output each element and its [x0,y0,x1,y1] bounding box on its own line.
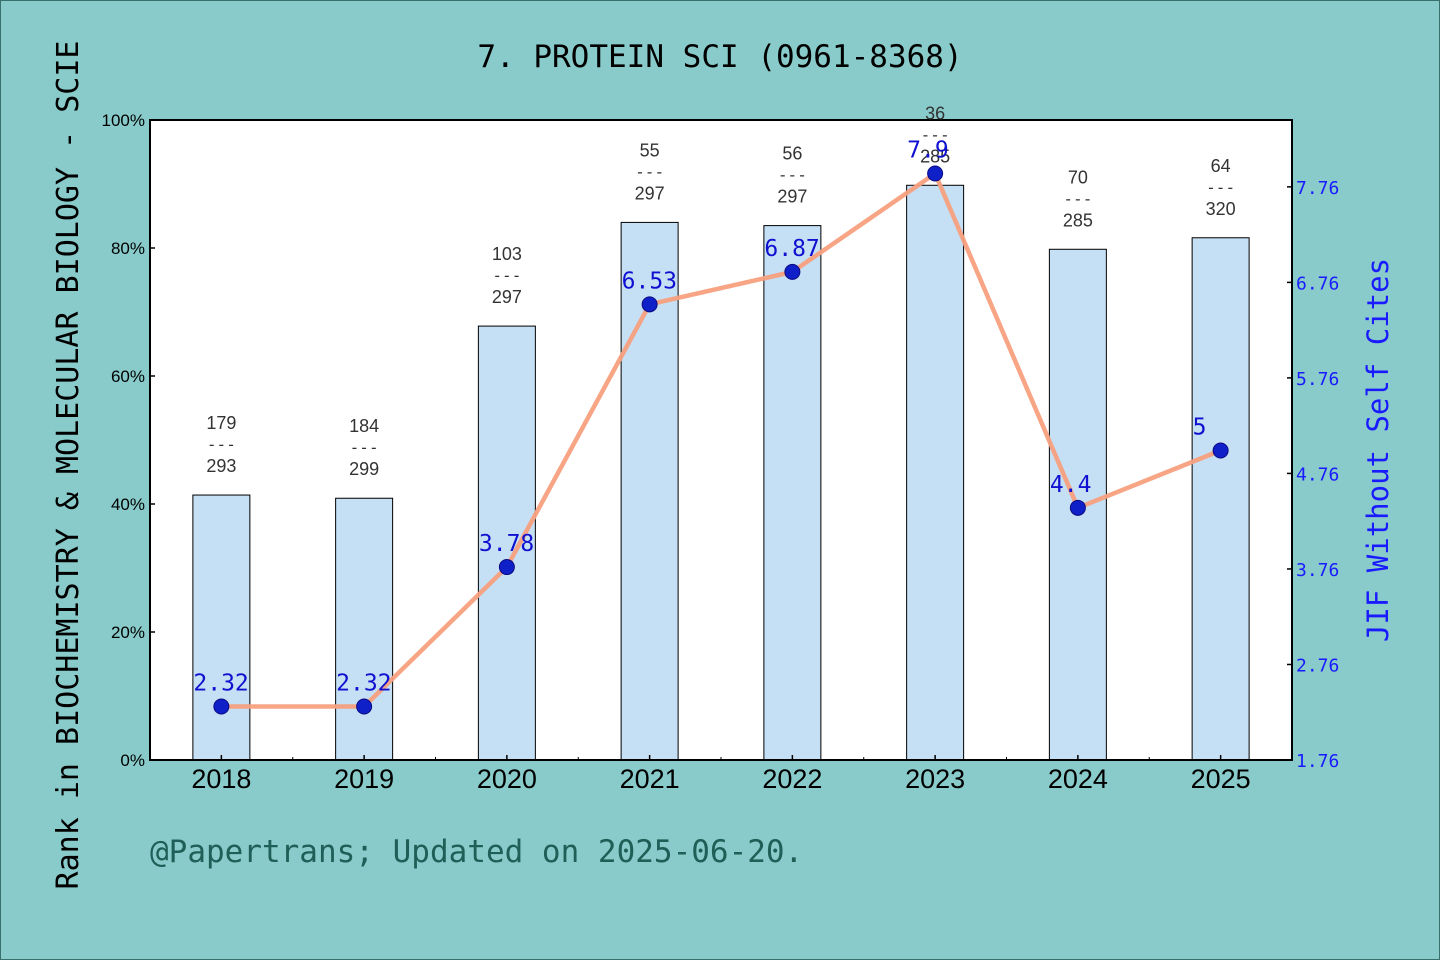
rank-bar [477,325,536,761]
jif-value-label: 5 [1193,415,1207,441]
chart-title: 7. PROTEIN SCI (0961-8368) [477,39,962,75]
rank-label-separator: --- [207,435,236,454]
rank-label-separator: --- [1063,189,1092,208]
rank-label-total: 320 [1206,199,1236,219]
y-left-tick-label: 60% [111,367,145,386]
jif-value-label: 2.32 [193,671,248,697]
rank-label-separator: --- [778,166,807,185]
rank-label-rank: 103 [492,244,522,264]
y-right-tick-label: 3.76 [1296,560,1339,581]
x-tick-label: 2024 [1048,764,1108,794]
jif-point [784,263,801,280]
y-left-tick-label: 100% [102,111,145,130]
rank-label-rank: 64 [1211,156,1231,176]
rank-bar [1191,237,1250,761]
y-left-tick-label: 20% [111,623,145,642]
jif-line [221,171,1222,709]
y-left-tick-label: 80% [111,239,145,258]
jif-point [641,296,658,313]
x-tick-label: 2023 [905,764,965,794]
y-left-tick-label: 40% [111,495,145,514]
jif-value-label: 6.87 [764,236,819,262]
rank-label-rank: 36 [925,103,945,123]
rank-label-separator: --- [921,125,950,144]
plot-area: 0% 20% 40% 60% 80% 100% 1.76 2.76 3.76 4.76 5.76 6.… [102,103,1340,794]
rank-bar [192,494,251,761]
rank-label-separator: --- [350,438,379,457]
jif-point [1069,499,1086,516]
x-tick-label: 2019 [334,764,394,794]
y-right-tick-label: 2.76 [1296,655,1339,676]
y-right-tick-label: 6.76 [1296,273,1339,294]
rank-label-total: 293 [206,456,236,476]
rank-label-total: 285 [920,146,950,166]
jif-point [1212,442,1229,459]
rank-label-rank: 184 [349,416,379,436]
y-axis-right-label: JIF Without Self Cites [1361,258,1395,642]
jif-value-label: 3.78 [479,531,534,557]
y-axis-left-label: Rank in BIOCHEMISTRY & MOLECULAR BIOLOGY… [51,41,86,890]
x-tick-label: 2018 [191,764,251,794]
rank-label-separator: --- [492,266,521,285]
rank-label-rank: 70 [1068,167,1088,187]
rank-label-total: 299 [349,459,379,479]
y-left-tick-label: 0% [120,751,145,770]
rank-bar [906,184,965,761]
rank-bar [335,497,394,761]
rank-label-total: 297 [635,183,665,203]
footer-credit: @Papertrans; Updated on 2025-06-20. [150,834,804,870]
y-right-tick-label: 4.76 [1296,464,1339,485]
jif-value-label: 4.4 [1050,472,1092,498]
y-right-tick-label: 7.76 [1296,178,1339,199]
x-tick-label: 2022 [762,764,822,794]
plot-background [150,120,1292,760]
jif-value-label: 6.53 [622,268,677,294]
rank-label-total: 297 [492,287,522,307]
jif-point [927,165,944,182]
jif-point [498,559,515,576]
x-tick-label: 2020 [477,764,537,794]
rank-label-total: 285 [1063,210,1093,230]
jif-point [213,698,230,715]
rank-label-rank: 179 [206,413,236,433]
jif-value-label: 2.32 [336,671,391,697]
y-right-tick-label: 5.76 [1296,369,1339,390]
y-right-tick-label: 1.76 [1296,751,1339,772]
x-tick-label: 2025 [1191,764,1251,794]
rank-label-separator: --- [635,162,664,181]
rank-bar [763,225,822,761]
jif-point [356,698,373,715]
x-tick-label: 2021 [620,764,680,794]
rank-label-separator: --- [1206,178,1235,197]
rank-label-total: 297 [777,187,807,207]
rank-label-rank: 55 [640,140,660,160]
jif-value-label: 7.9 [907,137,949,163]
rank-label-rank: 56 [782,144,802,164]
